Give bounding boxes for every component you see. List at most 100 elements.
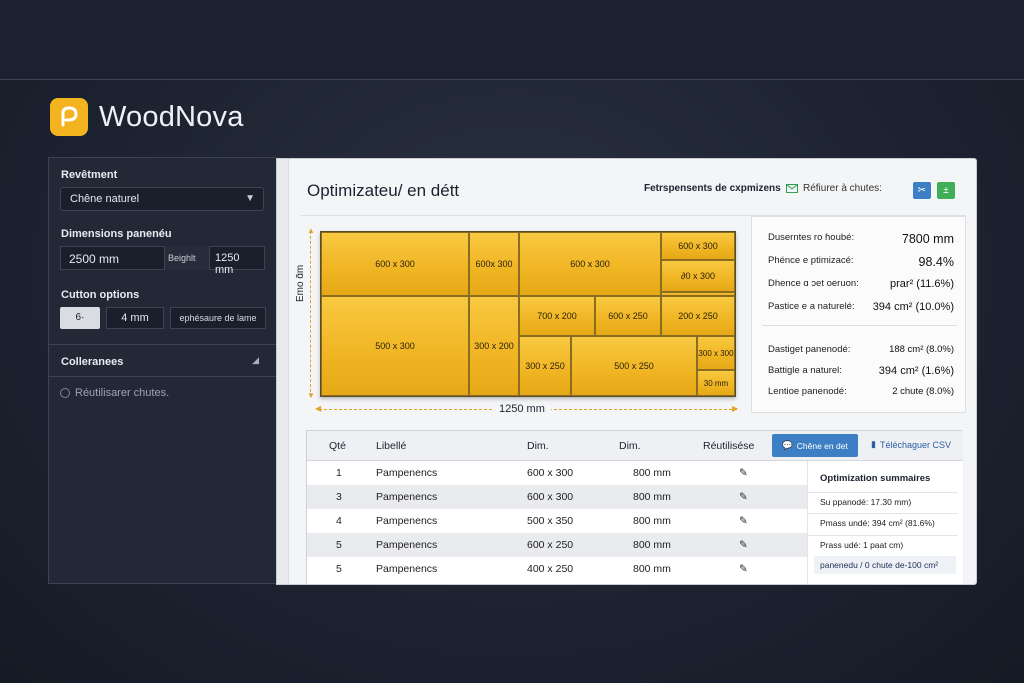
header-subtitle: Fetrspensents de cxpmizens <box>644 183 781 194</box>
reuse-option[interactable]: Réutilisarer chutes. <box>60 387 169 399</box>
summary-divider <box>808 535 958 536</box>
col-reuse[interactable]: Réutilisése <box>703 440 755 452</box>
table-row[interactable]: 4 Pampenencs 500 x 350 800 mm ✎ <box>307 509 807 533</box>
cell-qty: 5 <box>336 539 342 551</box>
summary-divider <box>808 513 958 514</box>
envelope-icon <box>786 184 798 193</box>
radio-icon[interactable] <box>60 388 70 398</box>
cell-label: Pampenencs <box>376 467 438 479</box>
piece[interactable]: 600 x 300 <box>519 232 661 296</box>
stat-value: 188 cm² (8.0%) <box>889 344 954 355</box>
cell-label: Pampenencs <box>376 563 438 575</box>
table-row[interactable]: 5 Pampenencs 400 x 250 800 mm ✎ <box>307 557 807 581</box>
stat-row: Dhence ɑ ɔet oeruon: prar² (11.6%) <box>768 278 954 290</box>
summary-line: Prass udé: 1 paat cm) <box>820 540 904 550</box>
header-divider <box>301 215 966 216</box>
stat-label: Phénce e ptimizacé: <box>768 255 854 266</box>
piece[interactable]: 300 x 200 <box>469 296 519 396</box>
piece[interactable]: ∂0 x 300 <box>661 260 735 292</box>
page-title: Optimizateu/ en détt <box>307 181 460 200</box>
cell-dim2: 800 mm <box>633 491 671 503</box>
chevron-down-icon: ▼ <box>245 193 255 204</box>
height-input[interactable]: 1250 mm <box>209 246 265 276</box>
cell-qty: 5 <box>336 563 342 575</box>
expand-arrow-icon[interactable]: ◢ <box>252 355 259 365</box>
revetement-label: Revêtment <box>61 169 118 181</box>
table-row[interactable]: 5 Pampenencs 600 x 250 800 mm ✎ <box>307 533 807 557</box>
col-qty[interactable]: Qté <box>329 440 346 452</box>
dimensions-row: 2500 mm Beighlt 1250 mm <box>60 246 265 276</box>
piece[interactable]: 500 x 250 <box>571 336 697 396</box>
stat-label: Dastiget panenodé: <box>768 344 851 355</box>
edit-icon[interactable]: ✎ <box>739 515 748 527</box>
stat-value: 98.4% <box>918 255 954 269</box>
cell-dim1: 600 x 300 <box>527 491 574 503</box>
revetement-value: Chêne naturel <box>70 193 140 205</box>
col-dim2[interactable]: Dim. <box>619 440 641 452</box>
piece[interactable]: 300 x 250 <box>519 336 571 396</box>
option-count-button[interactable]: 6· <box>60 307 100 329</box>
chat-icon: 💬 <box>782 440 793 450</box>
export-button-label: Chêne en det <box>796 440 848 451</box>
cutting-options-row: 6· 4 mm ephésaure de lame <box>60 307 266 329</box>
piece[interactable]: 500 x 300 <box>321 296 469 396</box>
reuse-toggle[interactable]: Réfiurer à chutes: <box>786 183 882 194</box>
stat-value: 394 cm² (1.6%) <box>878 365 954 377</box>
table-row[interactable]: 1 Pampenencs 600 x 300 800 mm ✎ <box>307 461 807 485</box>
parts-table: Qté Libellé Dim. Dim. Réutilisése 💬 Chên… <box>306 430 963 584</box>
height-dimension-line <box>310 231 311 397</box>
arrow-right-icon: ▶ <box>732 404 739 413</box>
piece[interactable]: 600 x 300 <box>661 232 735 260</box>
edit-icon[interactable]: ✎ <box>739 539 748 551</box>
table-row[interactable]: 3 Pampenencs 600 x 300 800 mm ✎ <box>307 485 807 509</box>
optimization-summary: Optimization summaires Su ppanodé: 17.30… <box>807 461 963 584</box>
sidebar-divider <box>49 376 277 377</box>
width-input[interactable]: 2500 mm <box>60 246 165 270</box>
piece[interactable]: 600 x 250 <box>595 296 661 336</box>
cell-label: Pampenencs <box>376 539 438 551</box>
tools-button[interactable]: ✂ <box>913 182 931 199</box>
cell-qty: 3 <box>336 491 342 503</box>
piece[interactable]: 600 x 300 <box>321 232 469 296</box>
cell-dim2: 800 mm <box>633 515 671 527</box>
piece[interactable]: 700 x 200 <box>519 296 595 336</box>
piece[interactable]: 30 mm <box>697 370 735 396</box>
stat-label: Lentioe panenodé: <box>768 386 847 397</box>
stat-value: 2 chute (8.0%) <box>892 386 954 397</box>
piece[interactable]: 300 x 300 <box>697 336 735 370</box>
reuse-label: Réutilisarer chutes. <box>75 387 170 399</box>
stat-value: 394 cm² (10.0%) <box>872 301 954 313</box>
top-bar <box>0 0 1024 80</box>
main-panel: Optimizateu/ en détt Fetrspensents de cx… <box>276 158 977 585</box>
edit-icon[interactable]: ✎ <box>739 563 748 575</box>
col-dim1[interactable]: Dim. <box>527 440 549 452</box>
col-label[interactable]: Libellé <box>376 440 407 452</box>
download-csv-button[interactable]: ▮ Téléchaguer CSV <box>871 439 951 450</box>
revetement-select[interactable]: Chêne naturel ▼ <box>60 187 264 211</box>
kerf-input[interactable]: 4 mm <box>106 307 164 329</box>
blade-thickness-button[interactable]: ephésaure de lame <box>170 307 266 329</box>
piece[interactable]: 200 x 250 <box>661 296 735 336</box>
piece[interactable]: 600x 300 <box>469 232 519 296</box>
edit-icon[interactable]: ✎ <box>739 491 748 503</box>
export-button[interactable]: 💬 Chêne en det <box>772 434 858 457</box>
cell-dim2: 800 mm <box>633 467 671 479</box>
reuse-toggle-label: Réfiurer à chutes: <box>803 183 882 194</box>
summary-divider <box>808 492 958 493</box>
sidebar: Revêtment Chêne naturel ▼ Dimensions pan… <box>48 157 277 584</box>
stat-row: Battigle a naturel: 394 cm² (1.6%) <box>768 365 954 377</box>
collisions-label[interactable]: Colleranees <box>61 356 124 368</box>
board-width-label: 1250 mm <box>493 403 551 415</box>
cell-dim1: 400 x 250 <box>527 563 574 575</box>
stat-label: Pastice e a naturelé: <box>768 301 855 312</box>
panel-edge <box>277 159 289 584</box>
cell-dim2: 800 mm <box>633 563 671 575</box>
brand: WoodNova <box>50 98 244 136</box>
stat-row: Phénce e ptimizacé: 98.4% <box>768 255 954 269</box>
app-name: WoodNova <box>99 100 244 133</box>
dimensions-label: Dimensions panenéu <box>61 228 172 240</box>
edit-icon[interactable]: ✎ <box>739 467 748 479</box>
arrow-left-icon: ◀ <box>315 404 322 413</box>
add-button[interactable]: ± <box>937 182 955 199</box>
cell-dim1: 500 x 350 <box>527 515 574 527</box>
